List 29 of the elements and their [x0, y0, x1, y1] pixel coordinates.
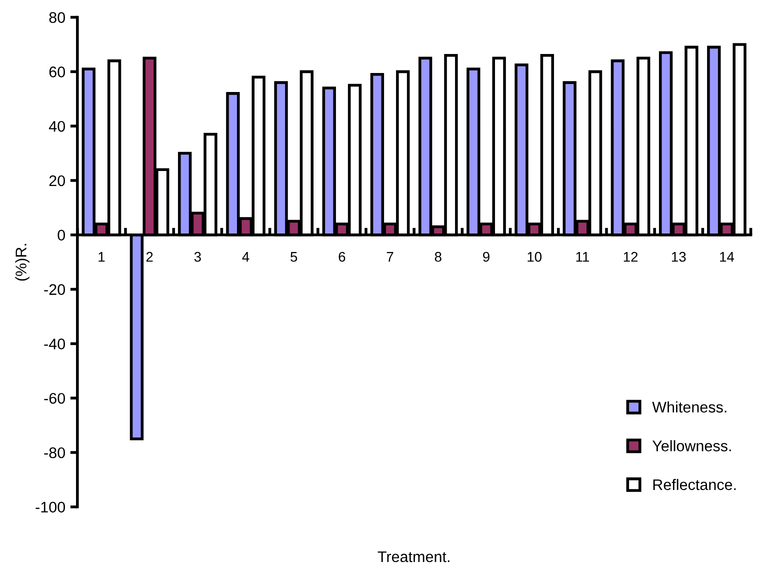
x-tick-label: 7: [386, 252, 394, 262]
y-axis-title: (%)R.: [15, 244, 30, 281]
x-tick-label: 11: [576, 252, 589, 262]
y-tick-label: 0: [58, 230, 65, 241]
x-tick-label: 5: [290, 252, 298, 262]
y-tick-label: 80: [49, 12, 65, 23]
x-tick-label: 10: [528, 252, 542, 262]
legend-label: Whiteness.: [652, 401, 726, 413]
x-tick-label: 8: [434, 252, 442, 262]
x-tick-label: 2: [146, 252, 153, 262]
x-tick-label: 13: [672, 252, 686, 262]
y-tick-label: -20: [44, 284, 65, 295]
x-axis-title: Treatment.: [378, 552, 450, 562]
y-tick-label: -40: [44, 338, 65, 350]
x-tick-label: 9: [483, 252, 490, 262]
x-tick-label: 14: [720, 252, 734, 262]
legend-label: Yellowness.: [652, 440, 731, 452]
x-tick-label: 3: [194, 252, 201, 262]
x-tick-label: 4: [242, 252, 250, 262]
x-tick-label: 12: [624, 252, 638, 262]
x-tick-label: 6: [338, 252, 346, 262]
y-tick-label: -60: [44, 392, 65, 404]
y-tick-label: 40: [48, 120, 65, 132]
y-tick-label: 60: [49, 66, 65, 78]
y-tick-label: -80: [44, 447, 65, 458]
y-tick-label: 20: [49, 175, 65, 186]
x-tick-label: 1: [98, 252, 105, 262]
y-tick-label: -100: [36, 502, 65, 513]
legend-label: Reflectance.: [653, 478, 736, 490]
